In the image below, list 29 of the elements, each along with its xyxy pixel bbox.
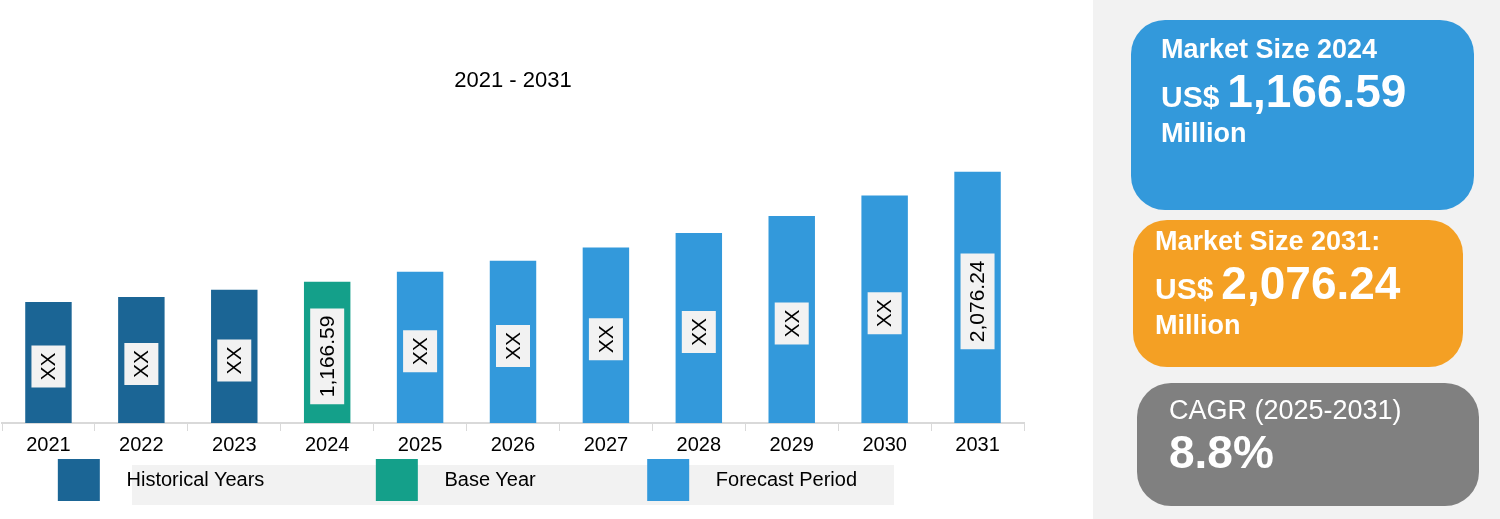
- legend-label: Base Year: [427, 467, 647, 490]
- data-label: XX: [872, 299, 896, 328]
- data-label: XX: [129, 350, 153, 379]
- legend-label: Forecast Period: [699, 467, 969, 490]
- data-label: XX: [593, 325, 617, 354]
- data-label: XX: [500, 331, 524, 360]
- x-tick-label: 2023: [212, 432, 257, 455]
- x-tick-label: 2024: [304, 432, 350, 455]
- x-tick-label: 2031: [955, 432, 1000, 455]
- info-card: Market Size 2031: US$ 2,076.24 Million: [1133, 220, 1463, 367]
- data-label: XX: [222, 346, 246, 375]
- data-label: XX: [36, 352, 60, 381]
- x-tick-label: 2028: [676, 432, 722, 455]
- info-card: CAGR (2025-2031) 8.8%: [1137, 383, 1479, 506]
- data-label: XX: [407, 337, 431, 366]
- legend-label: Historical Years: [109, 467, 376, 490]
- data-label: XX: [686, 317, 710, 346]
- data-label: 1,166.59: [314, 315, 338, 398]
- x-tick-label: 2027: [583, 432, 629, 455]
- x-tick-label: 2030: [862, 432, 907, 455]
- x-tick-label: 2029: [769, 432, 814, 455]
- x-tick-label: 2021: [26, 432, 71, 455]
- x-tick-label: 2026: [490, 432, 536, 455]
- data-label: 2,076.24: [965, 260, 989, 343]
- data-label: XX: [779, 309, 803, 338]
- info-card: Market Size 2024 US$ 1,166.59 Million: [1131, 20, 1474, 210]
- x-tick-label: 2025: [397, 432, 443, 455]
- chart-title: 2021 - 2031: [454, 67, 572, 93]
- x-tick-label: 2022: [119, 432, 164, 455]
